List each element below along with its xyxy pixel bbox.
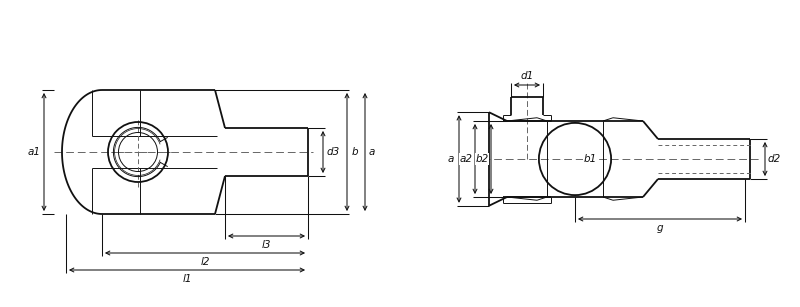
- Text: d2: d2: [767, 154, 781, 164]
- Text: g: g: [657, 223, 663, 233]
- Text: b1: b1: [583, 154, 597, 164]
- Text: l1: l1: [182, 274, 192, 284]
- Text: l2: l2: [200, 257, 210, 267]
- Text: b2: b2: [475, 154, 489, 164]
- Text: d1: d1: [520, 71, 534, 81]
- Text: a2: a2: [459, 154, 473, 164]
- Text: a: a: [369, 147, 375, 157]
- Text: b: b: [352, 147, 358, 157]
- Text: d3: d3: [326, 147, 340, 157]
- Text: a: a: [448, 154, 454, 164]
- Text: l3: l3: [262, 240, 271, 250]
- Text: a1: a1: [27, 147, 41, 157]
